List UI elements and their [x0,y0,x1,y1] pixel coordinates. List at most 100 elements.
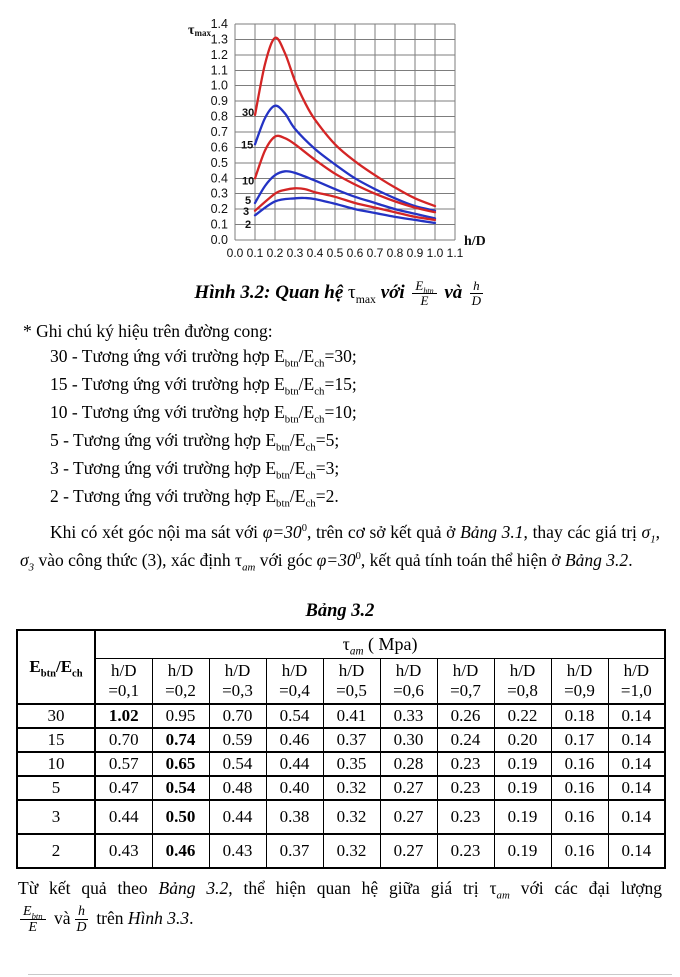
table-cell: 0.17 [550,726,609,753]
svg-text:0.4: 0.4 [211,171,228,185]
table-header-row-1: Ebtn/Ech τam ( Mpa) [16,629,666,705]
svg-text:0.9: 0.9 [211,94,228,108]
note-item: 15 - Tương ứng với trường hợp Ebtn/Ech=1… [50,373,357,398]
svg-text:0.8: 0.8 [387,246,404,260]
fraction-ebtn-e: Ebtn E [20,904,46,936]
caption-prefix: Hình 3.2: Quan hệ [194,282,349,304]
table-row: 30 1.02 0.95 0.70 0.54 0.41 0.33 0.26 0.22 0.18 0.… [16,702,666,729]
note-item: 2 - Tương ứng với trường hợp Ebtn/Ech=2. [50,485,339,510]
fraction-denominator: D [471,293,481,309]
table-cell: 0.40 [265,774,324,801]
curve-10 [253,134,437,214]
table-cell: 0.14 [607,750,666,777]
svg-text:0.4: 0.4 [307,246,324,260]
table-row-label: 5 [16,774,96,801]
table-cell: 0.23 [436,774,495,801]
phi-value: φ=30 [316,550,356,571]
x-axis-title: h/D [464,234,486,249]
paragraph-1: Khi có xét góc nội ma sát với φ=300, trê… [20,521,660,574]
table-cell: 0.41 [322,702,381,729]
fraction-denominator: E [28,920,38,936]
table-cell: 0.14 [607,702,666,729]
next-figure-top-edge [28,974,672,975]
table-cell: 0.44 [208,798,267,835]
fraction-ebtn-e: Ebtn E [412,278,437,309]
tau-symbol: τ [348,282,356,304]
svg-text:1.3: 1.3 [211,32,228,46]
table-cell: 0.48 [208,774,267,801]
inline-reference: Bảng 3.2 [564,550,629,571]
table-subheader-row: h/D =0,1 h/D =0,2 h/D =0,3 h/D =0,4 h/D =0,5 h/D =0… [17,657,666,705]
table-cell: 0.14 [607,726,666,753]
fraction-numerator: h [74,904,88,921]
inline-reference: Hình 3.3 [127,907,190,928]
svg-text:0.8: 0.8 [211,110,228,124]
svg-text:1.1: 1.1 [447,246,464,260]
note-item: 5 - Tương ứng với trường hợp Ebtn/Ech=5; [50,429,340,454]
svg-text:0.6: 0.6 [347,246,364,260]
table-cell: 0.23 [436,832,495,869]
curve-3 [253,187,437,222]
svg-text:1.0: 1.0 [427,246,444,260]
table-row-label: 30 [16,702,96,729]
table-cell: 0.46 [265,726,324,753]
table-column-header: h/D =0,8 [493,657,552,705]
table-cell: 0.32 [322,832,381,869]
svg-text:0.1: 0.1 [211,218,228,232]
table-cell: 0.19 [493,750,552,777]
svg-text:1.2: 1.2 [211,48,228,62]
svg-text:0.2: 0.2 [211,202,228,216]
table-cell: 0.27 [379,832,438,869]
table-column-header: h/D =0,2 [151,657,210,705]
table-column-header: h/D =1,0 [607,657,666,705]
tau-subscript: max [355,292,376,306]
svg-text:0.7: 0.7 [211,125,228,139]
caption-mid2: và [439,282,468,304]
table-column-header: h/D =0,6 [379,657,438,705]
sigma-1: σ [641,521,651,542]
table-cell: 0.27 [379,798,438,835]
svg-text:0.7: 0.7 [367,246,384,260]
tau-am: τ [235,550,243,571]
svg-text:0.0: 0.0 [227,246,244,260]
curve-15 [253,104,437,212]
table-cell: 0.14 [607,774,666,801]
table-cell: 0.70 [94,726,153,753]
fraction-denominator: E [420,293,429,309]
svg-text:0.9: 0.9 [407,246,424,260]
table-cell: 0.95 [151,702,210,729]
table-cell: 0.54 [265,702,324,729]
table-cell: 0.19 [493,832,552,869]
table-cell: 0.14 [607,798,666,835]
table-cell: 0.44 [265,750,324,777]
table-cell: 0.33 [379,702,438,729]
table-row: 15 0.70 0.74 0.59 0.46 0.37 0.30 0.24 0.20 0.17 0.… [16,726,666,753]
table-cell: 0.59 [208,726,267,753]
table-cell: 0.16 [550,774,609,801]
svg-text:0.3: 0.3 [211,187,228,201]
paragraph-2-line-1: Từ kết quả theo Bảng 3.2, thể hiện quan … [18,877,662,902]
curve-label-5: 5 [245,195,251,207]
svg-text:0.2: 0.2 [267,246,284,260]
note-item: 30 - Tương ứng với trường hợp Ebtn/Ech=3… [50,345,357,370]
curve-label-10: 10 [242,176,254,188]
svg-text:1.4: 1.4 [211,17,228,31]
curve-label-2: 2 [245,219,251,231]
table-cell: 0.30 [379,726,438,753]
table-cell: 0.35 [322,750,381,777]
table-column-header: h/D =0,1 [94,657,153,705]
curve-30 [253,36,437,208]
table-cell: 0.22 [493,702,552,729]
table-cell: 0.14 [607,832,666,869]
table-cell: 0.54 [208,750,267,777]
table-cell: 0.46 [151,832,210,869]
table-cell: 0.16 [550,798,609,835]
table-cell: 0.19 [493,774,552,801]
table-row: 5 0.47 0.54 0.48 0.40 0.32 0.27 0.23 0.19 0.16 0.1… [16,774,666,801]
figure-3-2: 0.0 0.1 0.2 0.3 0.4 0.5 0.6 0.7 0.8 0.9 1.0 1.1 0.0 0… [180,12,680,277]
table-cell: 0.65 [151,750,210,777]
inline-reference: Bảng 3.1 [460,521,524,542]
inline-reference: Bảng 3.2 [158,877,229,898]
